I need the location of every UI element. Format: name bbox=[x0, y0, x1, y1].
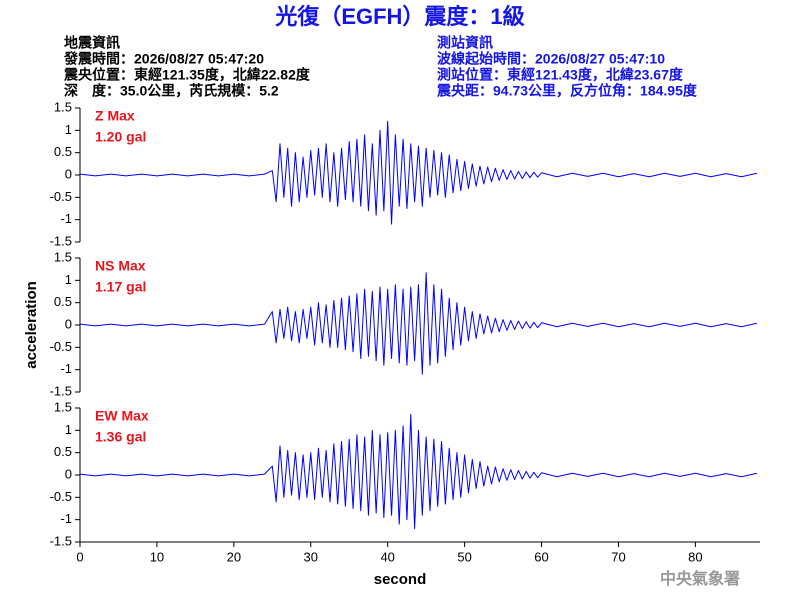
info-line: 測站位置：東經121.43度，北緯23.67度 bbox=[437, 67, 684, 83]
waveform bbox=[79, 272, 758, 375]
footer: 中央氣象署 bbox=[660, 569, 740, 588]
y-tick-label: -1.5 bbox=[50, 233, 72, 248]
y-tick-label: 0.5 bbox=[54, 144, 72, 159]
waveform bbox=[79, 120, 758, 225]
y-tick-label: 1 bbox=[65, 122, 72, 137]
max-label: EW Max bbox=[95, 408, 149, 424]
page-title: 光復（EGFH）震度：1級 bbox=[274, 4, 524, 29]
x-axis-label: second bbox=[374, 571, 427, 588]
y-tick-label: -1.5 bbox=[50, 533, 72, 548]
x-tick-label: 10 bbox=[150, 549, 164, 564]
x-tick-label: 60 bbox=[534, 549, 548, 564]
y-tick-label: 0.5 bbox=[54, 444, 72, 459]
max-value: 1.17 gal bbox=[95, 279, 146, 295]
x-tick-label: 20 bbox=[227, 549, 241, 564]
x-tick-label: 50 bbox=[457, 549, 471, 564]
max-label: NS Max bbox=[95, 258, 146, 274]
y-tick-label: 0 bbox=[65, 316, 72, 331]
info-line: 震央距：94.73公里，反方位角：184.95度 bbox=[436, 83, 698, 99]
x-tick-label: 40 bbox=[380, 549, 394, 564]
y-tick-label: 0 bbox=[65, 166, 72, 181]
y-tick-label: 1 bbox=[65, 272, 72, 287]
y-tick-label: -1.5 bbox=[50, 383, 72, 398]
info-line: 測站資訊 bbox=[437, 35, 493, 51]
info-line: 深 度：35.0公里，芮氏規模：5.2 bbox=[64, 83, 279, 99]
info-line: 震央位置：東經121.35度，北緯22.82度 bbox=[63, 67, 311, 83]
y-tick-label: -1 bbox=[60, 361, 72, 376]
x-tick-label: 70 bbox=[611, 549, 625, 564]
y-tick-label: 0.5 bbox=[54, 294, 72, 309]
y-tick-label: 1.5 bbox=[54, 99, 72, 114]
y-tick-label: -0.5 bbox=[50, 189, 72, 204]
max-value: 1.36 gal bbox=[95, 429, 146, 445]
y-tick-label: -1 bbox=[60, 211, 72, 226]
y-tick-label: 1.5 bbox=[54, 399, 72, 414]
earthquake-info: 地震資訊 發震時間：2026/08/27 05:47:20 震央位置：東經121… bbox=[63, 35, 311, 99]
max-value: 1.20 gal bbox=[95, 129, 146, 145]
y-tick-label: -0.5 bbox=[50, 489, 72, 504]
x-tick-label: 0 bbox=[76, 549, 83, 564]
x-tick-label: 80 bbox=[688, 549, 702, 564]
y-tick-label: 1.5 bbox=[54, 249, 72, 264]
waveform bbox=[79, 413, 758, 530]
station-info: 測站資訊 波線起始時間：2026/08/27 05:47:10 測站位置：東經1… bbox=[436, 35, 698, 99]
info-line: 地震資訊 bbox=[64, 35, 120, 51]
max-label: Z Max bbox=[95, 108, 135, 124]
info-line: 波線起始時間：2026/08/27 05:47:10 bbox=[437, 51, 665, 67]
y-axis-label: acceleration bbox=[23, 281, 40, 369]
x-tick-label: 30 bbox=[304, 549, 318, 564]
y-tick-label: -0.5 bbox=[50, 339, 72, 354]
info-line: 發震時間：2026/08/27 05:47:20 bbox=[63, 51, 264, 67]
y-tick-label: 0 bbox=[65, 466, 72, 481]
y-tick-label: -1 bbox=[60, 511, 72, 526]
y-tick-label: 1 bbox=[65, 422, 72, 437]
